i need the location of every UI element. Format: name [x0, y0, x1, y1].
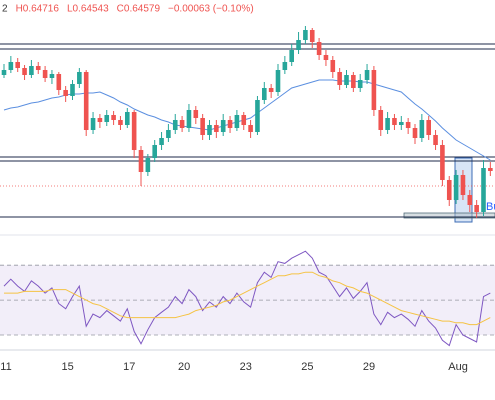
candle-body [77, 72, 82, 84]
candle-body [426, 120, 431, 135]
candle-body [207, 125, 212, 135]
candle-body [22, 68, 27, 75]
candle-body [453, 175, 459, 200]
candle-body [248, 125, 253, 132]
candle-body [488, 168, 493, 171]
candle-body [35, 66, 41, 70]
candle-body [289, 50, 294, 62]
candle-body [364, 70, 370, 80]
candle-body [344, 75, 349, 85]
candle-body [42, 70, 48, 78]
candle-body [357, 80, 363, 88]
rsi-line [3, 250, 491, 347]
candle-body [412, 128, 418, 138]
candle-body [481, 168, 486, 212]
candle-body [159, 138, 164, 145]
candle-body [446, 180, 452, 200]
candle-body [145, 158, 151, 172]
candle-body [193, 110, 199, 118]
candle-body [104, 115, 110, 122]
candle-body [70, 84, 75, 96]
candle-body [214, 125, 219, 132]
candle-body [385, 118, 390, 130]
candle-body [378, 110, 384, 130]
candle-body [282, 62, 288, 70]
candle-body [241, 115, 247, 125]
candle-body [234, 115, 240, 128]
candle-body [118, 120, 123, 125]
x-tick-label: Aug [448, 361, 468, 373]
candle-body [179, 120, 185, 128]
ohlc-value: 2 [2, 4, 8, 15]
ohlc-value: H0.64716 [16, 4, 60, 15]
candle-body [83, 72, 89, 130]
x-tick-label: 11 [0, 361, 11, 373]
candle-body [433, 135, 438, 145]
x-tick-label: 15 [62, 361, 74, 373]
candle-body [227, 120, 233, 128]
candle-body [405, 122, 411, 128]
ohlc-value: −0.00063 (−0.10%) [168, 4, 254, 15]
candle-body [337, 72, 342, 85]
ohlc-value: L0.64543 [67, 4, 109, 15]
candle-body [323, 55, 329, 60]
candle-body [296, 40, 301, 50]
annotation: Bu [486, 201, 495, 213]
x-tick-label: 17 [123, 361, 135, 373]
candle-body [399, 122, 404, 125]
candle-body [303, 30, 308, 40]
header-bg [0, 0, 495, 18]
candle-body [200, 118, 205, 135]
candle-body [8, 62, 14, 70]
candle-body [474, 205, 479, 212]
candle-body [125, 112, 130, 125]
candle-body [166, 130, 171, 138]
candle-body [262, 88, 267, 100]
candle-body [49, 74, 55, 78]
candle-body [268, 88, 274, 92]
x-tick-label: 20 [178, 361, 190, 373]
candle-body [172, 120, 178, 130]
support-zone [403, 212, 495, 219]
candle-body [419, 120, 425, 138]
candle-body [152, 145, 157, 158]
candle-body [111, 115, 116, 120]
candle-body [255, 100, 260, 132]
candle-body [275, 70, 281, 92]
x-tick-label: 29 [363, 361, 375, 373]
candle-body [90, 118, 96, 130]
candle-body [351, 75, 356, 88]
candle-body [186, 110, 192, 128]
candle-body [29, 66, 34, 75]
x-tick-label: 23 [240, 361, 252, 373]
candle-body [63, 90, 68, 96]
x-tick-label: 25 [301, 361, 313, 373]
rsi-average [4, 271, 491, 326]
candle-body [309, 30, 315, 42]
candle-body [131, 112, 137, 150]
candle-body [330, 60, 336, 72]
candle-body [371, 70, 377, 110]
candle-body [392, 118, 397, 125]
candle-body [1, 70, 7, 75]
candle-body [15, 62, 20, 68]
candle-body [220, 120, 226, 132]
candle-body [316, 42, 322, 55]
ohlc-value: C0.64579 [117, 4, 161, 15]
candle-body [460, 175, 466, 195]
candle-body [97, 118, 103, 122]
candle-body [56, 74, 62, 90]
candle-body [138, 150, 144, 172]
candle-body [440, 145, 445, 180]
candle-body [467, 195, 473, 205]
